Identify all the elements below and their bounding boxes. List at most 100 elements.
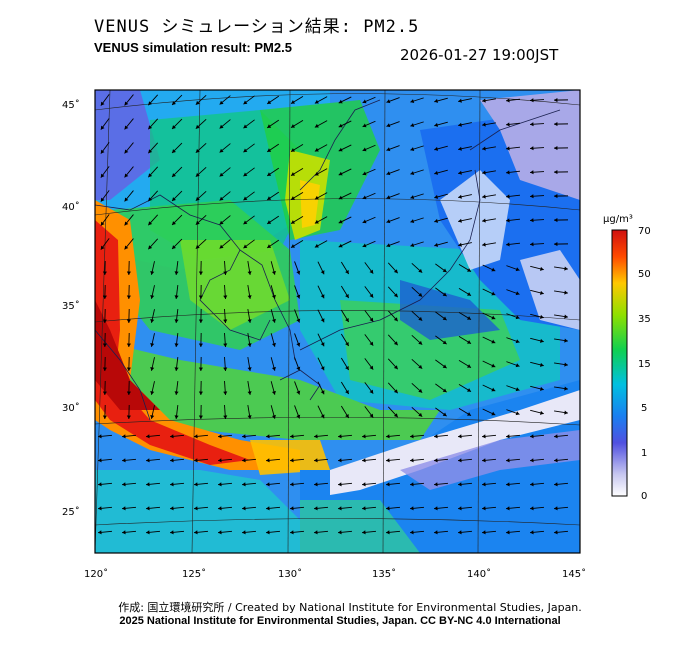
wind-arrow-head <box>506 170 510 175</box>
wind-arrow-head <box>174 391 179 395</box>
wind-arrow-head <box>198 391 203 395</box>
wind-arrow-head <box>247 271 252 275</box>
wind-arrow-head <box>530 458 534 463</box>
wind-arrow-head <box>530 242 534 247</box>
wind-arrow-head <box>290 434 294 439</box>
wind-arrow-head <box>290 530 294 535</box>
wind-arrow-head <box>338 147 343 152</box>
wind-arrow-head <box>314 506 318 511</box>
wind-arrow-head <box>345 365 349 370</box>
graticule <box>95 90 580 553</box>
wind-arrow-head <box>482 458 486 463</box>
wind-arrow-head <box>345 413 349 418</box>
wind-arrow-head <box>564 266 568 271</box>
colorbar-label-1: 1 <box>641 448 647 459</box>
wind-arrow-head <box>482 434 486 439</box>
colorbar: μg/m³ 70 50 35 15 5 1 0 <box>603 214 651 502</box>
wind-arrow-head <box>482 482 486 487</box>
wind-arrow-head <box>172 173 176 177</box>
wind-arrow-head <box>174 295 179 299</box>
wind-arrow-head <box>198 319 203 323</box>
wind-arrow-head <box>124 173 129 178</box>
wind-arrow-head <box>434 146 439 151</box>
wind-arrow-head <box>393 413 398 418</box>
wind-arrow-head <box>458 434 462 439</box>
wind-arrow-head <box>362 147 367 152</box>
wind-arrow-head <box>393 269 398 274</box>
wind-arrow-head <box>194 530 198 535</box>
wind-arrow-head <box>314 171 319 176</box>
wind-arrow-head <box>291 124 296 128</box>
wind-arrow-head <box>482 98 486 103</box>
wind-arrow-head <box>198 295 203 299</box>
wind-arrow-head <box>198 367 203 371</box>
wind-arrow-head <box>458 122 462 127</box>
wind-arrow-head <box>100 221 105 226</box>
lon-tick-135: 135˚ <box>372 568 396 580</box>
wind-arrow-head <box>386 147 391 152</box>
wind-vectors <box>97 94 569 535</box>
wind-arrow-head <box>314 434 318 439</box>
wind-arrow-head <box>491 363 496 368</box>
wind-arrow-head <box>150 391 155 395</box>
wind-arrow-head <box>458 170 462 175</box>
wind-arrow-head <box>218 458 222 463</box>
wind-arrow-head <box>146 434 150 439</box>
wind-arrow-head <box>291 148 296 152</box>
wind-arrow-head <box>362 171 367 176</box>
wind-arrow-head <box>491 267 496 272</box>
wind-arrow-head <box>218 482 222 487</box>
wind-arrow-head <box>338 171 343 176</box>
wind-arrow-head <box>148 149 153 154</box>
wind-arrow-head <box>506 530 510 535</box>
wind-arrow-head <box>219 172 224 177</box>
wind-arrow-head <box>320 294 325 299</box>
wind-arrow-head <box>170 458 174 463</box>
wind-arrow-head <box>219 244 224 249</box>
wind-arrow-head <box>434 170 439 175</box>
wind-arrow-head <box>223 415 228 419</box>
wind-arrow-head <box>247 391 252 395</box>
wind-arrow-head <box>434 530 438 535</box>
wind-arrow-head <box>362 123 367 128</box>
wind-arrow-head <box>362 530 366 535</box>
wind-arrow-head <box>506 98 510 103</box>
wind-arrow-head <box>146 458 150 463</box>
wind-arrow-head <box>314 195 319 200</box>
wind-arrow-head <box>506 434 510 439</box>
wind-arrow-head <box>150 295 155 299</box>
wind-arrow-head <box>410 195 415 200</box>
wind-arrow-head <box>530 98 534 103</box>
wind-arrow-head <box>418 388 423 393</box>
wind-arrow-head <box>290 506 294 511</box>
lat-tick-45: 45˚ <box>62 99 80 111</box>
wind-arrow-head <box>126 343 131 347</box>
wind-arrow-head <box>386 195 391 200</box>
wind-arrow-head <box>442 340 447 345</box>
wind-arrow-head <box>564 290 568 295</box>
wind-arrow-head <box>271 414 276 419</box>
wind-arrow-head <box>150 415 155 419</box>
wind-arrow-head <box>223 295 228 299</box>
wind-arrow-head <box>148 245 153 250</box>
wind-arrow-head <box>247 295 252 299</box>
wind-arrow-head <box>491 411 496 416</box>
wind-arrow-head <box>554 530 558 535</box>
wind-arrow-head <box>100 101 105 106</box>
wind-arrow-head <box>369 293 374 298</box>
wind-arrow-head <box>219 148 224 153</box>
wind-arrow-head <box>102 367 107 371</box>
wind-arrow-head <box>195 220 200 225</box>
wind-arrow-head <box>434 506 438 511</box>
wind-arrow-head <box>369 317 374 322</box>
wind-arrow-head <box>243 148 248 153</box>
wind-arrow-head <box>247 367 252 371</box>
wind-arrow-head <box>410 482 414 487</box>
wind-arrow-head <box>150 271 155 275</box>
wind-arrow-head <box>271 342 276 347</box>
pm25-field <box>95 90 580 553</box>
wind-arrow-head <box>194 482 198 487</box>
wind-arrow-head <box>554 242 558 247</box>
credit-license: 2025 National Institute for Environmenta… <box>119 615 561 627</box>
wind-arrow-head <box>174 415 179 419</box>
